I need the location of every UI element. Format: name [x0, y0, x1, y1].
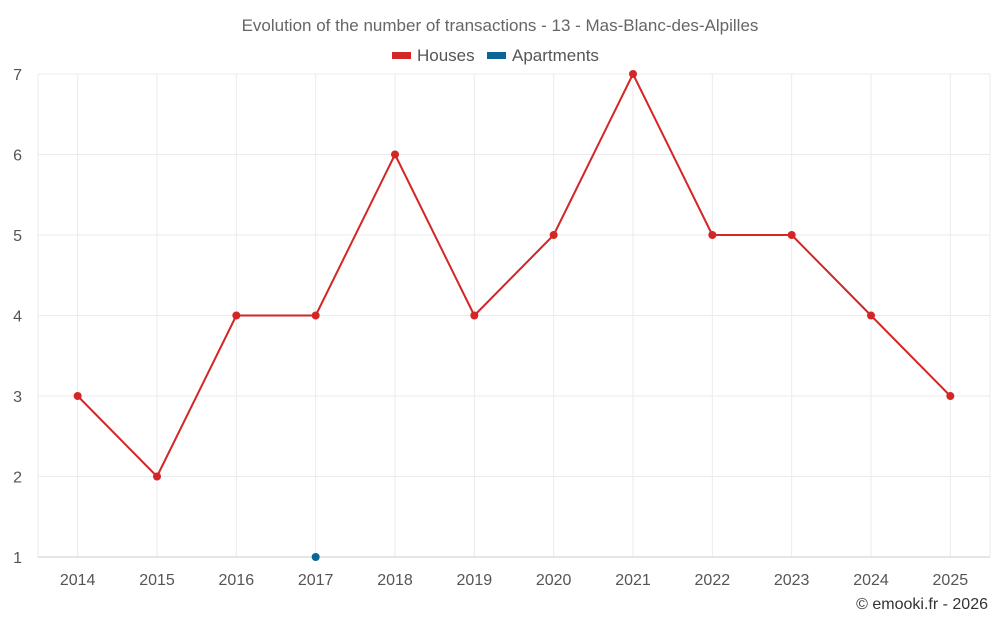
- legend-swatch-houses[interactable]: [392, 52, 411, 59]
- data-point-houses-2015[interactable]: [153, 472, 161, 481]
- y-tick-label: 4: [13, 309, 22, 326]
- y-tick-label: 5: [13, 228, 22, 245]
- x-tick-label: 2024: [853, 572, 889, 589]
- data-point-houses-2022[interactable]: [708, 231, 717, 239]
- series: [73, 70, 955, 561]
- x-tick-label: 2021: [615, 572, 651, 589]
- data-point-houses-2017[interactable]: [311, 311, 320, 320]
- credit-text: © emooki.fr - 2026: [856, 596, 988, 613]
- legend-swatch-apartments[interactable]: [487, 52, 506, 59]
- legend: Houses Apartments: [392, 46, 599, 65]
- gridlines: [37, 73, 991, 557]
- y-tick-label: 7: [13, 67, 22, 84]
- chart-title: Evolution of the number of transactions …: [242, 16, 759, 35]
- data-point-houses-2023[interactable]: [787, 231, 796, 239]
- legend-label-houses[interactable]: Houses: [417, 46, 475, 65]
- y-tick-label: 3: [13, 389, 22, 406]
- x-tick-label: 2020: [536, 572, 572, 589]
- y-tick-label: 1: [13, 550, 22, 567]
- x-tick-label: 2022: [695, 572, 731, 589]
- data-point-houses-2014[interactable]: [73, 392, 82, 400]
- x-tick-label: 2018: [377, 572, 413, 589]
- x-tick-label: 2023: [774, 572, 810, 589]
- series-line-houses: [76, 73, 952, 478]
- y-tick-label: 2: [13, 470, 22, 487]
- data-point-houses-2018[interactable]: [391, 150, 399, 159]
- data-point-apartments-2017[interactable]: [311, 553, 320, 561]
- data-point-houses-2025[interactable]: [946, 392, 955, 400]
- data-point-houses-2024[interactable]: [867, 311, 875, 320]
- data-point-houses-2020[interactable]: [549, 231, 558, 239]
- axes: 1 2 3 4 5 6 7 2014 2015 2016 2017 2018 2019 2020 2021 2…: [13, 67, 990, 589]
- data-point-houses-2019[interactable]: [470, 311, 479, 320]
- x-tick-label: 2017: [298, 572, 334, 589]
- x-tick-label: 2019: [457, 572, 493, 589]
- x-tick-label: 2025: [933, 572, 969, 589]
- data-point-houses-2021[interactable]: [629, 70, 637, 78]
- y-tick-label: 6: [13, 148, 22, 165]
- legend-label-apartments[interactable]: Apartments: [512, 46, 599, 65]
- x-tick-label: 2016: [219, 572, 255, 589]
- x-tick-label: 2015: [139, 572, 175, 589]
- x-tick-label: 2014: [60, 572, 96, 589]
- data-point-houses-2016[interactable]: [232, 311, 241, 320]
